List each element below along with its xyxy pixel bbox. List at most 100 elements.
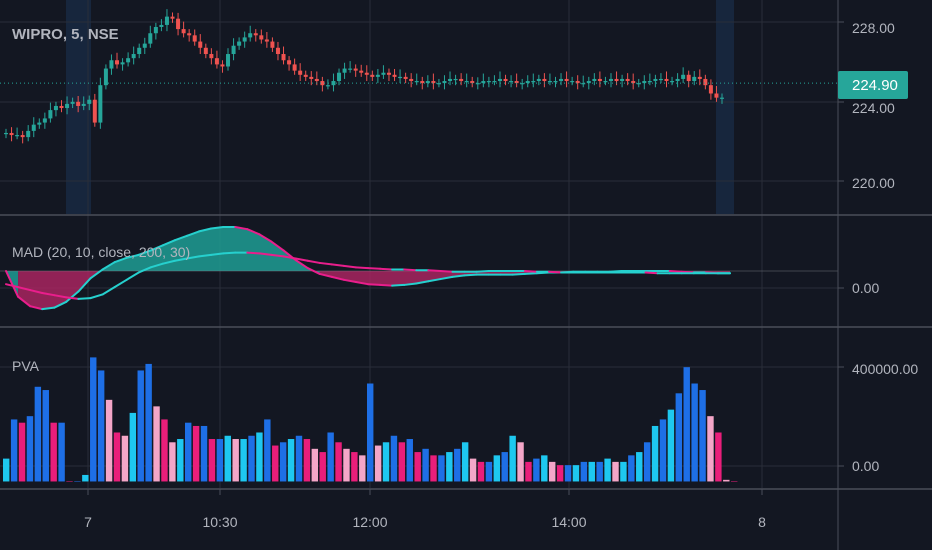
mad-line-fast xyxy=(439,275,454,281)
time-tick-1400: 14:00 xyxy=(551,514,586,530)
pva-bar xyxy=(129,412,137,482)
candle-body xyxy=(653,78,658,82)
price-tick-228: 228.00 xyxy=(852,20,895,36)
pva-bar xyxy=(351,452,358,482)
candle-body xyxy=(115,60,120,65)
time-tick-8: 8 xyxy=(758,514,766,530)
mad-line-slow xyxy=(427,269,442,272)
pva-bar xyxy=(485,461,493,482)
candle-body xyxy=(564,78,569,82)
pva-bar xyxy=(200,425,208,482)
pva-bar xyxy=(683,367,690,482)
candle-body xyxy=(126,58,131,63)
candle-body xyxy=(181,29,186,34)
candle-body xyxy=(559,78,564,82)
pva-bar xyxy=(525,461,532,482)
mad-line-fast xyxy=(342,278,357,283)
candle-body xyxy=(331,81,336,86)
candle-body xyxy=(392,74,397,77)
pva-bar xyxy=(469,458,477,482)
candle-body xyxy=(453,78,458,81)
pva-bar xyxy=(121,435,129,482)
candle-body xyxy=(153,27,158,34)
pva-bar xyxy=(723,479,730,482)
mad-line-slow xyxy=(161,259,176,265)
candle-body xyxy=(4,132,8,135)
candle-body xyxy=(42,118,47,123)
pva-bar xyxy=(303,439,311,482)
mad-line-fast xyxy=(403,282,418,286)
mad-line-fast xyxy=(149,244,164,252)
pva-bar xyxy=(287,439,295,482)
mad-line-slow xyxy=(379,267,394,271)
mad-area-negative xyxy=(319,271,622,286)
pva-bar xyxy=(264,419,271,482)
candle-body xyxy=(581,83,586,85)
pva-bar xyxy=(105,399,113,482)
pva-bar xyxy=(10,419,18,482)
candle-body xyxy=(409,78,414,82)
candle-body xyxy=(364,72,369,75)
candle-body xyxy=(520,83,525,85)
mad-line-slow xyxy=(137,266,152,274)
pva-bar xyxy=(628,455,635,482)
mad-line-slow xyxy=(222,251,237,255)
pva-bar xyxy=(66,481,73,482)
price-tick-220: 220.00 xyxy=(852,175,895,191)
candle-body xyxy=(264,39,269,42)
candle-body xyxy=(287,60,292,65)
mad-line-fast xyxy=(258,233,273,243)
candle-body xyxy=(398,76,403,79)
pva-bar xyxy=(137,370,144,482)
candle-body xyxy=(159,24,164,28)
pva-bar xyxy=(177,439,184,482)
pva-bar xyxy=(295,435,303,482)
pva-bar xyxy=(382,442,390,482)
pva-bar xyxy=(169,442,176,482)
mad-line-fast xyxy=(427,278,442,283)
mad-line-fast xyxy=(246,228,261,236)
mad-line-slow xyxy=(439,270,454,273)
pva-bar xyxy=(438,455,445,482)
candle-body xyxy=(386,72,391,75)
mad-line-slow xyxy=(125,271,140,281)
candle-body xyxy=(131,54,136,59)
mad-line-slow xyxy=(403,268,418,272)
pva-bar xyxy=(707,416,714,482)
candle-body xyxy=(298,70,303,75)
pva-bar xyxy=(74,481,81,482)
pva-bar xyxy=(319,452,326,482)
candle-body xyxy=(608,78,613,82)
mad-line-fast xyxy=(53,300,68,309)
mad-line-fast xyxy=(65,290,80,303)
candle-body xyxy=(259,35,264,40)
candle-body xyxy=(570,81,575,83)
symbol-title: WIPRO, 5, NSE xyxy=(12,26,119,43)
mad-line-fast xyxy=(330,275,345,281)
candle-body xyxy=(403,76,408,79)
mad-line-slow xyxy=(644,271,659,275)
mad-line-fast xyxy=(391,283,406,287)
candle-body xyxy=(486,81,491,83)
candle-body xyxy=(675,78,680,82)
mad-line-fast xyxy=(186,230,201,237)
candle-body xyxy=(303,74,308,77)
candle-body xyxy=(592,78,597,82)
candle-body xyxy=(242,37,247,42)
pva-bar xyxy=(335,442,342,482)
mad-line-fast xyxy=(29,305,44,311)
candle-body xyxy=(320,81,325,86)
pva-bar xyxy=(422,448,429,482)
pva-bar xyxy=(161,419,168,482)
pva-bar xyxy=(659,419,667,482)
candle-body xyxy=(642,81,647,84)
pva-pane xyxy=(3,357,738,482)
candle-body xyxy=(142,43,147,48)
pva-bar xyxy=(604,458,611,482)
candle-body xyxy=(575,81,580,84)
pva-bar xyxy=(549,461,556,482)
mad-line-fast xyxy=(113,256,128,264)
mad-line-fast xyxy=(5,270,20,298)
candle-body xyxy=(536,78,541,82)
